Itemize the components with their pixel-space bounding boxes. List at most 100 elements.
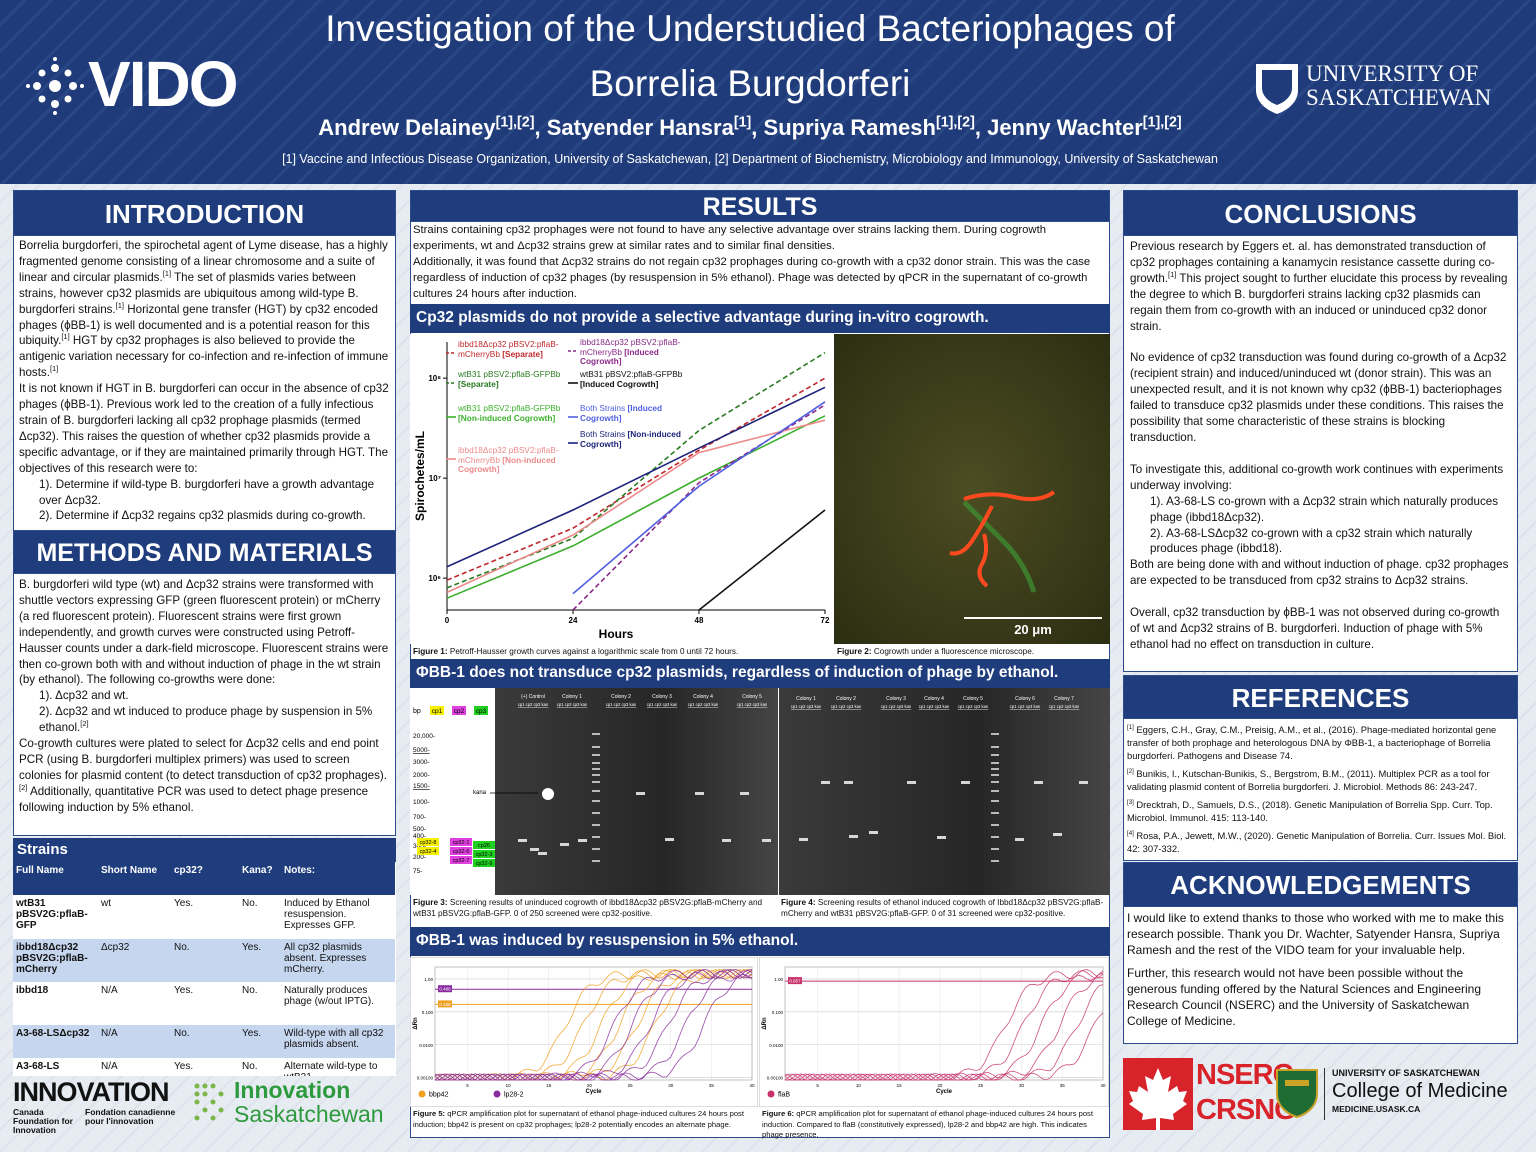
caption-text: Petroff-Hausser growth curves against a … (447, 647, 739, 656)
lane-sublabel: cp1 cp2 cp3 kan (1049, 704, 1080, 709)
band-label: kana (473, 790, 487, 796)
paragraph: To investigate this, additional co-growt… (1130, 462, 1504, 492)
primer-box (452, 706, 466, 715)
ladder-band (592, 781, 600, 783)
lane-label: Colony 3 (652, 694, 672, 700)
series-line (698, 509, 826, 611)
logo-text: Canada Foundation for Innovation (13, 1107, 73, 1135)
gel-band (722, 839, 731, 842)
ladder-band (991, 836, 999, 838)
primer-key-label: cp32-7 (453, 858, 470, 864)
conclusions-text: Previous research by Eggers et. al. has … (1130, 239, 1512, 671)
table-cell: Yes. (174, 898, 194, 909)
paragraph: [3] Drecktrah, D., Samuels, D.S., (2018)… (1127, 798, 1493, 823)
gel-band (1015, 838, 1024, 841)
primer-key-box (450, 856, 472, 864)
lane-label: Colony 4 (693, 694, 713, 700)
ladder-label: 1500- (413, 783, 430, 790)
title-line: Borrelia Burgdorferi (589, 63, 911, 104)
series-line (446, 377, 826, 581)
table-cell: Δcp32 (98, 939, 171, 982)
caption-text: Screening results of ethanol induced cog… (781, 898, 1104, 918)
gel-band (1034, 781, 1043, 784)
lane-label: Colony 7 (1054, 696, 1074, 702)
column-header: Short Name (98, 862, 171, 895)
paragraph: Previous research by Eggers et. al. has … (1130, 240, 1508, 333)
vido-mark (26, 57, 84, 115)
ladder-band (592, 790, 600, 792)
paragraph: [1] Eggers, C.H., Gray, C.M., Preisig, A… (1127, 723, 1497, 761)
lane-label: Colony 5 (963, 696, 983, 702)
x-axis-label: Cycle (936, 1089, 953, 1095)
lane-sublabel: cp1 cp2 cp3 kan (518, 702, 549, 707)
primer-key-box (417, 847, 439, 855)
threshold-box (438, 1000, 452, 1008)
ladder-label: 300- (413, 843, 426, 850)
ladder-label: 5000- (413, 747, 430, 754)
primer-key-label: cp32-6 (453, 849, 470, 855)
ladder-band (592, 762, 600, 764)
x-tick-label: 35 (1060, 1083, 1066, 1088)
com-logo: UNIVERSITY OF SASKATCHEWAN College of Me… (1332, 1068, 1522, 1114)
primer-key-label: cp32-1 (453, 840, 470, 846)
table-cell: No. (242, 898, 258, 909)
cfi-logo: INNOVATION Canada Foundation for Innovat… (13, 1077, 193, 1137)
x-axis-label: Cycle (585, 1089, 602, 1095)
lane-sublabel: cp1 cp2 cp3 kan (606, 702, 637, 707)
table-row: ibbd18Δcp32 pBSV2G:pflaB-mCherry Δcp32 No.… (13, 939, 395, 982)
gel-band (665, 838, 674, 841)
lane-label: Colony 4 (924, 696, 944, 702)
legend-label: bbp42 (429, 1092, 449, 1099)
nserc-leaf (1123, 1058, 1193, 1130)
ladder-band (991, 768, 999, 770)
figure-bar: ΦBB-1 does not transduce cp32 plasmids, … (410, 659, 1110, 688)
section-heading: REFERENCES (1123, 675, 1518, 719)
lane-sublabel: cp1 cp2 cp3 kan (1010, 704, 1041, 709)
x-tick-label: 15 (897, 1083, 903, 1088)
logo-text: SASKATCHEWAN (1306, 85, 1492, 110)
table-cell: wtB31 pBSV2G:pflaB-GFP (16, 898, 88, 931)
lane-label: Colony 5 (742, 694, 762, 700)
caption-label: Figure 5: (413, 1109, 446, 1118)
gel-band (799, 838, 808, 841)
primer-box (474, 706, 488, 715)
threshold-label: 0.857 (789, 979, 801, 984)
gel-figure-3: bp cp1 cp2 cp3 20,000- 5000- 3000- 2000- 1500- 10… (410, 688, 778, 895)
gel-band (542, 788, 554, 800)
x-tick-label: 10 (506, 1083, 512, 1088)
ladder-label: 1000- (413, 799, 430, 806)
x-tick-label: 35 (709, 1083, 715, 1088)
amplification-curve (785, 972, 1104, 1081)
usask-crest (1256, 64, 1298, 114)
table-cell: No. (171, 1025, 239, 1058)
caption: Figure 6: qPCR amplification plot for su… (762, 1109, 1107, 1141)
caption-text: qPCR amplification plot for supernatant … (413, 1109, 744, 1129)
lane-label: Colony 2 (611, 694, 631, 700)
lane-sublabel: cp1 cp2 cp3 kan (958, 704, 989, 709)
divider (1324, 1068, 1325, 1120)
logo-text: Innovation (234, 1077, 351, 1103)
ladder-label: 20,000- (413, 733, 435, 740)
x-tick-label: 0 (445, 616, 450, 625)
primer-key-label: cp32-3 (476, 852, 493, 858)
table-cell: N/A (98, 1025, 171, 1058)
ladder-band (592, 836, 600, 838)
lane-sublabel: cp1 cp2 cp3 kan (881, 704, 912, 709)
y-tick-label: 0.00100 (767, 1076, 784, 1081)
strains-heading: Strains (13, 838, 396, 862)
caption-label: Figure 2: (837, 647, 872, 656)
gel-figure-4: Colony 1 cp1 cp2 cp3 kan Colony 2 cp1 cp2 c… (779, 688, 1110, 895)
ladder-band (991, 812, 999, 814)
y-tick-label: 0.0100 (419, 1043, 433, 1048)
maple-leaf (1129, 1068, 1187, 1130)
figure-bar: ΦBB-1 was induced by resuspension in 5% … (410, 927, 1110, 956)
ladder-band (592, 860, 600, 862)
qpcr-figure-5: 1.00 0.100 0.0100 0.00100 5 10 15 20 25 30 35 40 0.4… (410, 957, 758, 1107)
series-line (446, 419, 826, 594)
paragraph: 1). Δcp32 and wt. (39, 689, 129, 703)
authors: Andrew Delainey[1],[2], Satyender Hansra… (318, 114, 1182, 140)
is-logo: Innovation Saskatchewan (234, 1078, 384, 1126)
table-cell: Yes. (239, 939, 281, 982)
logo-text: MEDICINE.USASK.CA (1332, 1104, 1421, 1114)
primer-key-label: cp32-8 (420, 840, 437, 846)
